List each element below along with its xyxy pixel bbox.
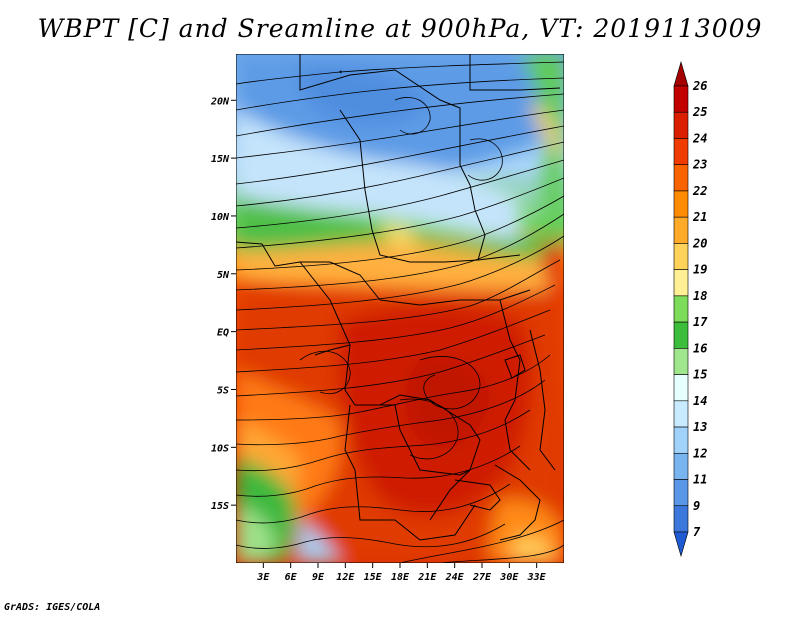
- x-tick-label: 12E: [336, 572, 355, 583]
- colorbar-swatch: [673, 505, 689, 533]
- x-tick-label: 15E: [364, 572, 383, 583]
- colorbar-swatch: [673, 479, 689, 507]
- y-tick-label: 5N: [217, 270, 230, 281]
- x-tick-label: 27E: [472, 572, 492, 583]
- map-panel: [236, 54, 564, 563]
- colorbar-label: 15: [693, 368, 707, 382]
- colorbar-label: 18: [693, 289, 707, 303]
- colorbar-swatch: [673, 531, 689, 558]
- colorbar-swatch: [673, 190, 689, 218]
- x-tick-label: 18E: [391, 572, 410, 583]
- colorbar-swatch: [673, 374, 689, 402]
- colorbar-swatch: [673, 426, 689, 454]
- colorbar-label: 23: [692, 158, 707, 172]
- colorbar-swatch: [673, 60, 689, 87]
- colorbar-swatch: [673, 295, 689, 323]
- y-tick-label: 10S: [211, 443, 229, 454]
- x-tick-label: 6E: [285, 572, 298, 583]
- colorbar-label: 16: [693, 341, 707, 355]
- colorbar-label: 17: [693, 315, 708, 329]
- colorbar-label: 25: [692, 105, 707, 119]
- grads-credit: GrADS: IGES/COLA: [4, 602, 101, 613]
- latitude-axis: 20N 15N 10N 5N EQ 5S 10S 15S: [210, 96, 236, 512]
- y-tick-label: 10N: [211, 212, 230, 223]
- colorbar-label: 26: [692, 79, 707, 93]
- x-tick-label: 24E: [445, 572, 465, 583]
- y-tick-label: EQ: [217, 328, 229, 339]
- y-tick-label: 15N: [211, 154, 230, 165]
- colorbar-swatch: [673, 269, 689, 297]
- colorbar-label: 20: [692, 236, 707, 250]
- colorbar-swatch: [673, 348, 689, 375]
- colorbar-label: 14: [693, 394, 707, 408]
- y-tick-label: 15S: [211, 501, 229, 512]
- x-tick-label: 33E: [527, 572, 547, 583]
- colorbar-swatch: [673, 85, 689, 113]
- colorbar-swatch: [673, 216, 689, 244]
- colorbar-label: 11: [693, 473, 707, 487]
- map-title: WBPT [C] and Sreamline at 900hPa, VT: 20…: [37, 14, 763, 43]
- colorbar-label: 12: [693, 446, 707, 460]
- longitude-axis: 3E 6E 9E 12E 15E 18E 21E 24E 27E 30E 33E: [256, 563, 547, 583]
- colorbar-label: 22: [692, 184, 707, 198]
- country-borders: [236, 54, 561, 541]
- colorbar-label: 7: [693, 525, 701, 539]
- colorbar-label: 19: [693, 263, 707, 277]
- colorbar-label: 24: [692, 131, 707, 145]
- colorbar-swatch: [673, 111, 689, 139]
- y-tick-label: 5S: [217, 385, 229, 396]
- streamlines: [236, 61, 564, 563]
- y-tick-label: 20N: [210, 96, 230, 107]
- colorbar-swatch: [673, 138, 689, 166]
- colorbar-label: 13: [693, 420, 707, 434]
- colorbar-swatch: [673, 452, 689, 480]
- colorbar-label: 9: [693, 499, 700, 513]
- colorbar-swatch: [673, 164, 689, 192]
- colorbar: 26 25 24 23 22 21 20 19 18 17 16 15 14 13 12 11 9 7: [673, 60, 708, 558]
- x-tick-label: 3E: [256, 572, 270, 583]
- x-tick-label: 30E: [499, 572, 519, 583]
- colorbar-swatch: [673, 400, 689, 428]
- colorbar-swatch: [673, 321, 689, 349]
- colorbar-label: 21: [692, 210, 707, 224]
- colorbar-swatch: [673, 243, 689, 270]
- x-tick-label: 21E: [417, 572, 437, 583]
- x-tick-label: 9E: [312, 572, 325, 583]
